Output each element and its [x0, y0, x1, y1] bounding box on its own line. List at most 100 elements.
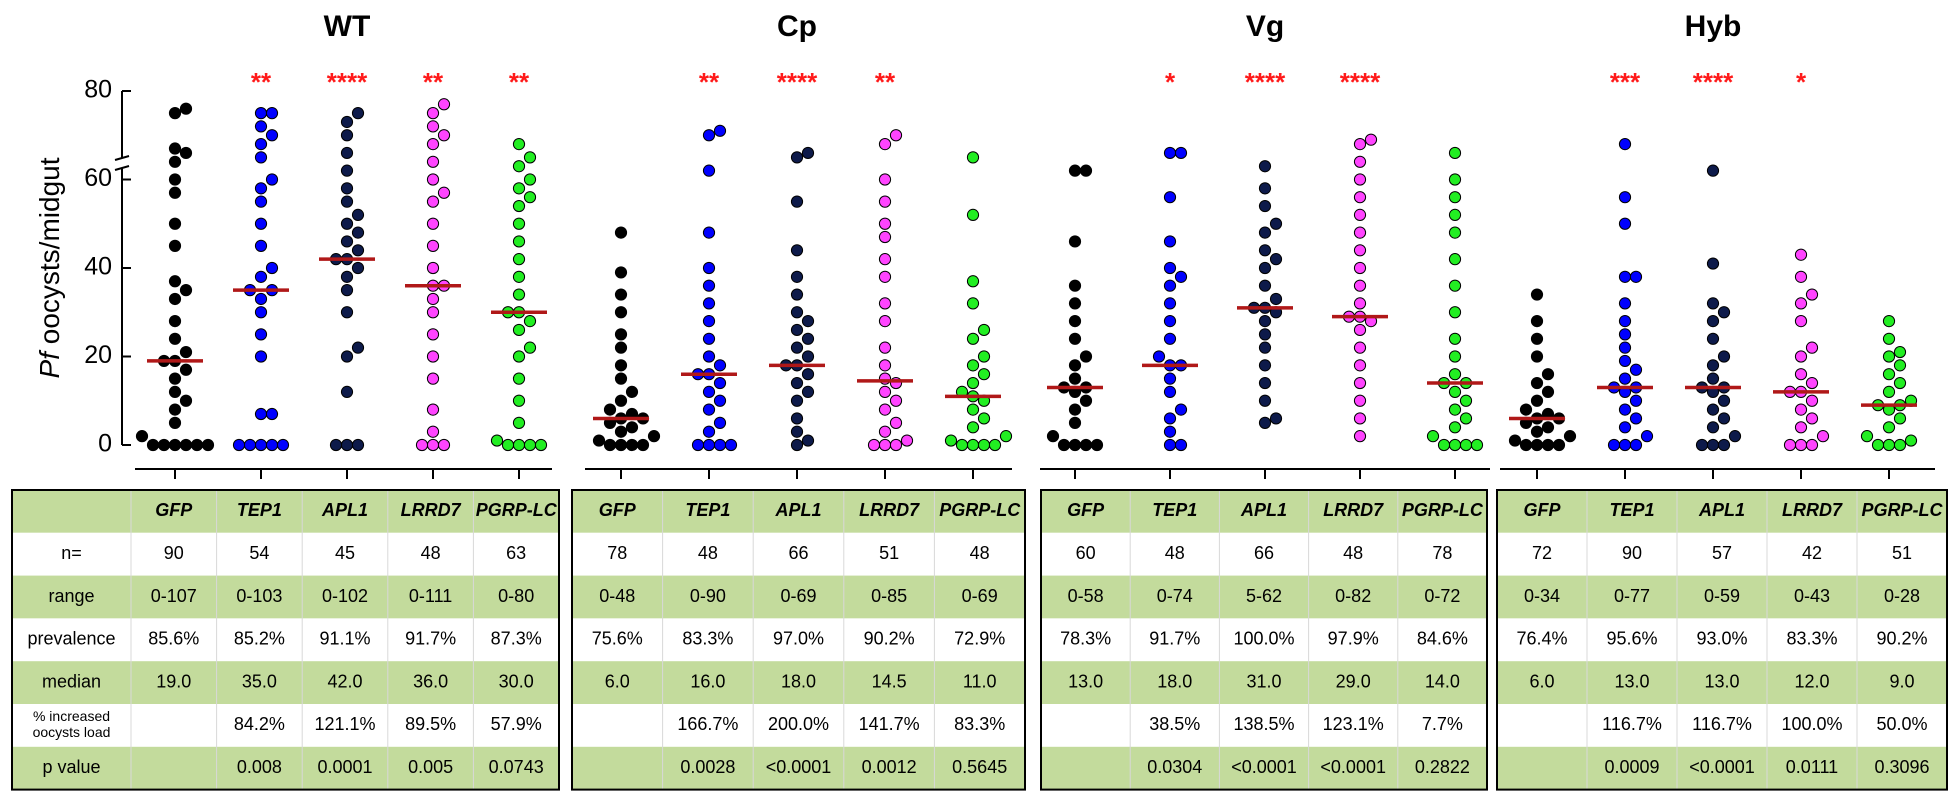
- dot: [1353, 323, 1367, 337]
- table-cell: 0.5645: [952, 757, 1007, 777]
- dot: [625, 385, 639, 398]
- table-header: GFP: [1067, 500, 1105, 520]
- table-cell: 48: [698, 543, 718, 563]
- table-cell: 13.0: [1614, 671, 1649, 691]
- dot: [351, 226, 365, 239]
- table-cell: 0-102: [322, 586, 368, 606]
- dot: [146, 438, 160, 452]
- table-header: TEP1: [1609, 500, 1654, 520]
- table-cell: 30.0: [499, 671, 534, 691]
- dot: [254, 407, 268, 421]
- table-cell: <0.0001: [1320, 757, 1386, 777]
- dot: [340, 284, 354, 297]
- dot: [801, 332, 815, 345]
- table-header: LRRD7: [859, 500, 920, 520]
- axis-break: [114, 155, 130, 161]
- dot: [1163, 425, 1177, 438]
- dot: [790, 195, 804, 208]
- dot: [1448, 385, 1462, 398]
- dot: [966, 151, 980, 164]
- dot: [614, 394, 628, 407]
- dot: [878, 438, 892, 452]
- significance: **: [699, 67, 720, 97]
- dot: [1893, 376, 1907, 390]
- dot: [1530, 350, 1544, 363]
- dot: [614, 341, 628, 354]
- dot: [1706, 332, 1720, 345]
- significance: ****: [1693, 67, 1734, 97]
- dot: [702, 403, 716, 416]
- dot: [878, 217, 892, 230]
- dot: [1353, 341, 1367, 354]
- dot: [1163, 235, 1177, 248]
- dot: [1068, 372, 1082, 385]
- dot: [1629, 363, 1643, 376]
- table-cell: 84.2%: [234, 714, 285, 734]
- dot: [329, 438, 343, 452]
- dot: [1728, 430, 1742, 443]
- dot: [614, 438, 628, 452]
- dot: [1519, 438, 1533, 452]
- table-cell: 0-90: [690, 586, 726, 606]
- dot: [168, 142, 182, 155]
- dot: [523, 191, 537, 204]
- dot: [801, 368, 815, 381]
- table-cell: 100.0%: [1233, 629, 1294, 649]
- dot: [426, 292, 440, 306]
- dot: [426, 403, 440, 416]
- dot: [801, 434, 815, 447]
- dot: [1629, 394, 1643, 407]
- dot: [1426, 430, 1440, 443]
- dot: [1618, 328, 1632, 341]
- table-row: [1041, 532, 1487, 576]
- dot: [1068, 279, 1082, 292]
- dot: [1530, 425, 1544, 438]
- dot: [1794, 270, 1808, 283]
- dot: [1541, 421, 1555, 434]
- dot: [168, 107, 182, 120]
- dot: [1437, 438, 1451, 452]
- dot: [1541, 385, 1555, 398]
- dot: [702, 350, 716, 363]
- dot: [168, 186, 182, 199]
- dot: [977, 350, 991, 363]
- dot: [702, 297, 716, 310]
- table-cell: 0.0304: [1147, 757, 1202, 777]
- table-row: [1041, 704, 1487, 747]
- table-cell: 200.0%: [768, 714, 829, 734]
- dot: [340, 350, 354, 363]
- significance: **: [251, 67, 272, 97]
- dot: [426, 328, 440, 341]
- dot: [878, 138, 892, 151]
- dot: [340, 182, 354, 195]
- dot: [1618, 315, 1632, 328]
- chart-title: Hyb: [1685, 10, 1742, 43]
- table-cell: 0-48: [599, 586, 635, 606]
- dot: [1163, 279, 1177, 292]
- row-label: n=: [61, 543, 82, 563]
- y-tick-label: 60: [84, 164, 112, 192]
- dot: [889, 438, 903, 452]
- dot: [702, 438, 716, 452]
- dot: [1794, 315, 1808, 328]
- dot: [790, 425, 804, 438]
- dot: [135, 430, 149, 443]
- dot: [265, 407, 279, 421]
- table-header: GFP: [155, 500, 193, 520]
- row-label: oocysts load: [33, 724, 111, 740]
- dot: [534, 438, 548, 452]
- dot: [1882, 315, 1896, 328]
- dot: [1618, 438, 1632, 452]
- dot: [340, 438, 354, 452]
- dot: [977, 438, 991, 452]
- table-cell: 78.3%: [1060, 629, 1111, 649]
- table-cell: 66: [788, 543, 808, 563]
- dot: [1459, 394, 1473, 407]
- dot: [1163, 332, 1177, 345]
- table-row: [1041, 490, 1487, 533]
- dot: [340, 270, 354, 283]
- dot: [179, 363, 193, 376]
- table-cell: 0-69: [780, 586, 816, 606]
- table-cell: 42.0: [327, 671, 362, 691]
- dot: [168, 385, 182, 398]
